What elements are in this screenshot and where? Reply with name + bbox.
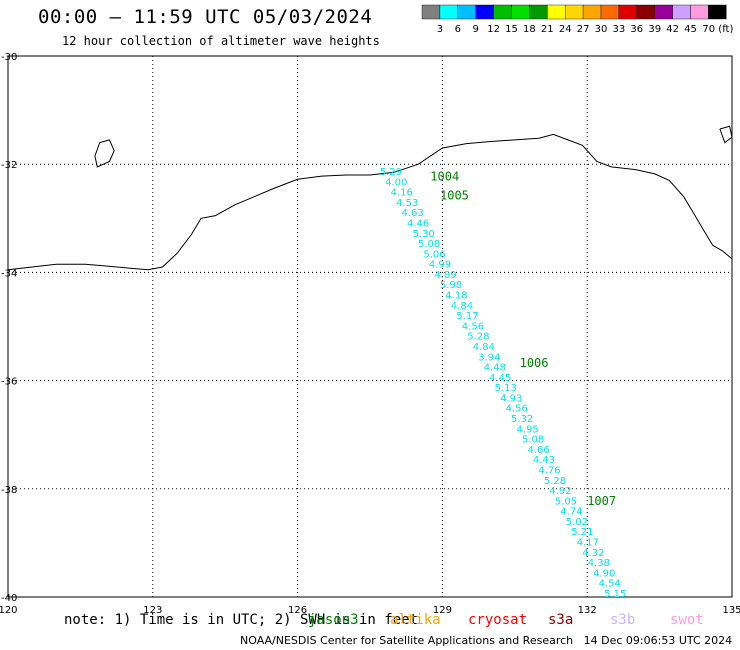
colorbar-tick-label: 6 — [455, 24, 461, 35]
legend-item-s3a: s3a — [548, 612, 574, 628]
colorbar-tick-label: 27 — [577, 24, 590, 35]
wave-height-label: 5.29 — [380, 167, 402, 178]
colorbar-tick-label: 42 — [666, 24, 679, 35]
colorbar-tick-label: 45 — [684, 24, 697, 35]
wave-height-label: 4.84 — [473, 342, 495, 353]
x-tick-label: 132 — [578, 605, 597, 616]
wave-height-label: 4.92 — [549, 486, 571, 497]
wave-height-label: 4.56 — [462, 321, 484, 332]
wave-height-label: 4.56 — [506, 404, 528, 415]
wave-height-label: 4.89 — [434, 270, 456, 281]
map-frame — [7, 55, 733, 598]
wave-height-label: 4.76 — [538, 466, 560, 477]
footer-agency: NOAA/NESDIS Center for Satellite Applica… — [240, 634, 574, 647]
wave-height-label: 5.08 — [522, 435, 544, 446]
wave-height-label: 4.90 — [593, 568, 615, 579]
wave-height-label: 5.32 — [511, 414, 533, 425]
wave-height-label: 4.84 — [451, 301, 473, 312]
colorbar-tick-label: 70 (ft) — [702, 24, 733, 35]
time-label: 1006 — [520, 356, 549, 370]
wave-height-label: 4.00 — [385, 177, 407, 188]
colorbar-tick-label: 24 — [559, 24, 572, 35]
wave-height-label: 5.06 — [423, 249, 445, 260]
colorbar-tick-label: 39 — [648, 24, 661, 35]
x-tick-label: 129 — [433, 605, 452, 616]
legend-item-altika: altika — [390, 612, 441, 628]
wave-height-label: 5.05 — [555, 496, 577, 507]
wave-height-label: 4.16 — [391, 188, 413, 199]
page-subtitle: 12 hour collection of altimeter wave hei… — [62, 34, 380, 48]
wave-height-label: 4.95 — [517, 424, 539, 435]
wave-height-label: 5.28 — [544, 476, 566, 487]
wave-height-label: 4.18 — [445, 291, 467, 302]
island — [94, 139, 115, 168]
wave-height-label: 4.74 — [560, 507, 582, 518]
legend-item-s3b: s3b — [610, 612, 636, 628]
time-label: 1004 — [430, 169, 459, 183]
colorbar-tick-label: 33 — [613, 24, 626, 35]
wave-height-label: 3.94 — [478, 352, 500, 363]
wave-height-label: 4.53 — [396, 198, 418, 209]
legend-item-cryosat: cryosat — [468, 612, 528, 628]
colorbar-swatch — [708, 4, 727, 20]
colorbar: 3 6 9 12 15 18 21 24 27 30 33 36 39 42 45 70 (ft) — [421, 4, 733, 35]
y-tick-label: -38 — [1, 485, 17, 496]
note-text: note: 1) Time is in UTC; 2) SWH is in fe… — [64, 612, 419, 628]
wave-height-label: 4.99 — [429, 260, 451, 271]
wave-height-label: 4.93 — [500, 393, 522, 404]
island — [719, 125, 733, 144]
footer-timestamp: 14 Dec 09:06:53 UTC 2024 — [583, 634, 733, 647]
wave-height-label: 4.66 — [528, 445, 550, 456]
time-label: 1005 — [440, 188, 469, 202]
y-tick-label: -32 — [1, 160, 17, 171]
wave-height-label: 4.54 — [599, 579, 621, 590]
wave-height-label: 4.38 — [588, 558, 610, 569]
colorbar-tick-label: 9 — [473, 24, 479, 35]
wave-height-label: 5.13 — [495, 383, 517, 394]
legend-item-jason3: jason3 — [308, 612, 359, 628]
colorbar-tick-label: 18 — [523, 24, 536, 35]
x-tick-label: 120 — [0, 605, 18, 616]
wave-height-label: 5.98 — [440, 280, 462, 291]
wave-height-label: 5.15 — [604, 589, 626, 600]
y-tick-label: -40 — [1, 593, 17, 604]
wave-height-label: 4.43 — [533, 455, 555, 466]
colorbar-tick-label: 12 — [487, 24, 500, 35]
wave-height-label: 5.17 — [456, 311, 478, 322]
y-tick-label: -34 — [1, 268, 17, 279]
y-tick-label: -30 — [1, 52, 17, 63]
coastline — [7, 133, 733, 271]
wave-height-label: 4.46 — [407, 219, 429, 230]
page-title: 00:00 – 11:59 UTC 05/03/2024 — [38, 6, 373, 28]
x-tick-label: 126 — [288, 605, 307, 616]
x-tick-label: 123 — [143, 605, 162, 616]
wave-height-label: 5.28 — [467, 332, 489, 343]
colorbar-tick-label: 3 — [437, 24, 443, 35]
wave-height-label: 5.08 — [418, 239, 440, 250]
time-label: 1007 — [587, 494, 616, 508]
colorbar-tick-label: 15 — [505, 24, 518, 35]
wave-height-label: 5.21 — [571, 527, 593, 538]
wave-height-label: 4.48 — [484, 363, 506, 374]
wave-height-label: 4.63 — [402, 208, 424, 219]
y-tick-label: -36 — [1, 377, 17, 388]
wave-height-label: 5.30 — [413, 229, 435, 240]
colorbar-tick-label: 36 — [630, 24, 643, 35]
legend-item-swot: swot — [670, 612, 704, 628]
wave-height-label: 4.17 — [577, 538, 599, 549]
x-tick-label: 135 — [722, 605, 740, 616]
colorbar-tick-label: 21 — [541, 24, 554, 35]
wave-height-label: 4.32 — [582, 548, 604, 559]
wave-height-label: 5.02 — [566, 517, 588, 528]
wave-height-label: 4.45 — [489, 373, 511, 384]
footer-credit: NOAA/NESDIS Center for Satellite Applica… — [240, 634, 732, 647]
colorbar-tick-label: 30 — [595, 24, 608, 35]
